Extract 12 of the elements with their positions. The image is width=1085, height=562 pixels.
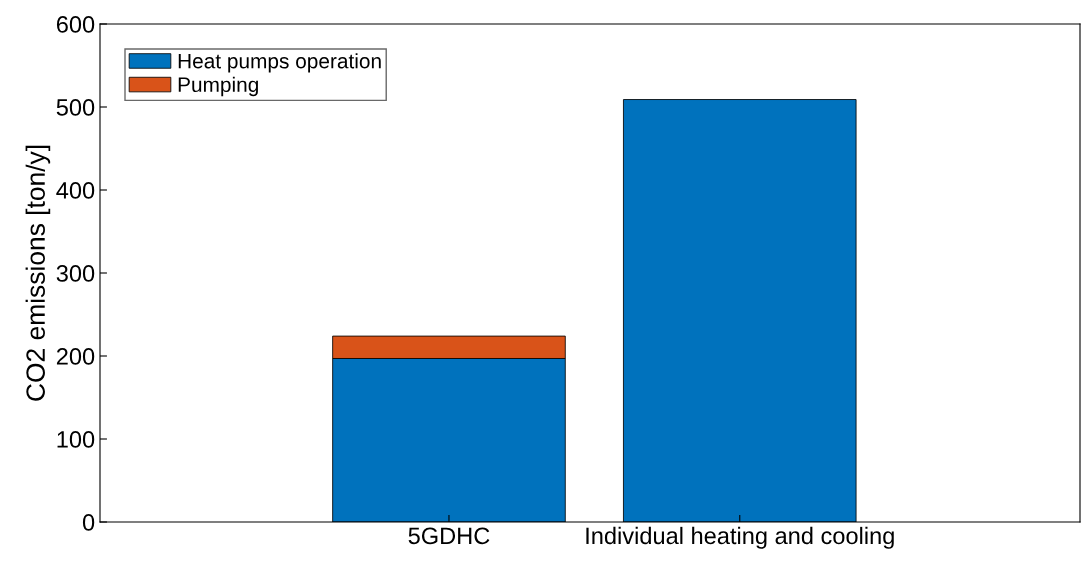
x-tick-label: Individual heating and cooling [586,526,894,549]
legend-label: Pumping [178,76,258,97]
legend-label: Heat pumps operation [178,53,381,73]
y-tick-label: 100 [57,431,95,448]
y-tick-label: 0 [82,514,95,531]
y-axis-title: CO2 emissions [ton/y] [25,145,51,401]
y-tick-label: 300 [56,265,95,282]
y-tick-label: 400 [56,182,95,199]
y-tick-label: 600 [56,16,95,33]
x-tick-label: 5GDHC [408,527,490,545]
y-tick-label: 200 [56,348,95,365]
y-tick-label: 500 [56,99,95,116]
